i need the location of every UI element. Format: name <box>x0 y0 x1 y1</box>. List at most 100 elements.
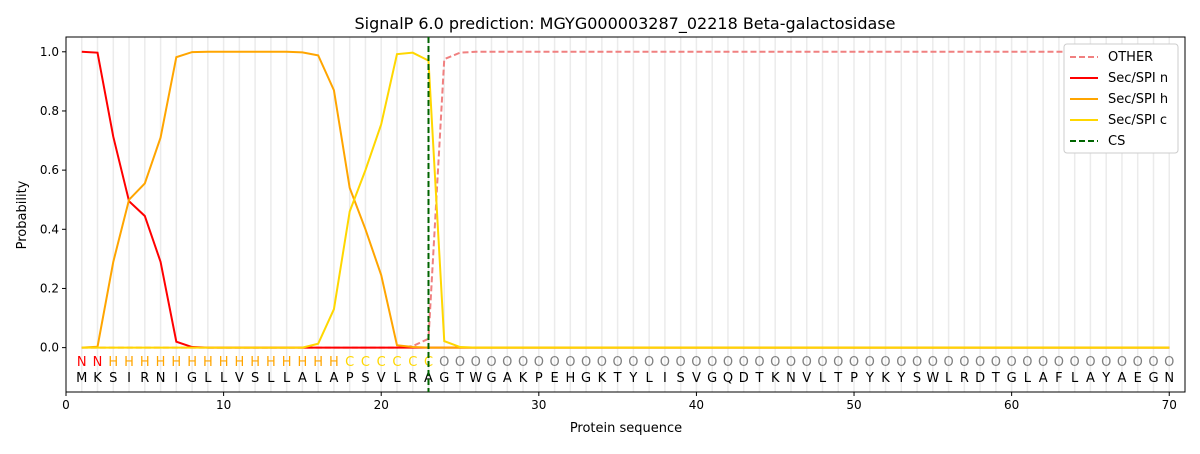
region-label: O <box>723 355 733 370</box>
region-label: H <box>282 355 292 370</box>
region-label: O <box>549 355 559 370</box>
chart-title: SignalP 6.0 prediction: MGYG000003287_02… <box>354 14 895 34</box>
region-label: H <box>234 355 244 370</box>
region-label: O <box>581 355 591 370</box>
region-label: H <box>313 355 323 370</box>
region-label: O <box>991 355 1001 370</box>
x-tick-label: 60 <box>1004 398 1019 412</box>
region-label: H <box>156 355 166 370</box>
legend-label: Sec/SPI n <box>1108 71 1168 86</box>
region-label: O <box>1070 355 1080 370</box>
x-tick-label: 0 <box>62 398 70 412</box>
region-label: O <box>865 355 875 370</box>
region-label: O <box>628 355 638 370</box>
region-label: O <box>754 355 764 370</box>
region-label: H <box>187 355 197 370</box>
series-line-sec-spi-h <box>81 50 1170 349</box>
region-label: O <box>786 355 796 370</box>
series-line-other <box>81 50 1170 349</box>
region-label: O <box>912 355 922 370</box>
region-label: O <box>644 355 654 370</box>
region-label: H <box>124 355 134 370</box>
y-tick-label: 0.2 <box>40 281 59 295</box>
region-label: H <box>250 355 260 370</box>
region-label: O <box>534 355 544 370</box>
region-label: O <box>1133 355 1143 370</box>
region-label: O <box>565 355 575 370</box>
region-label: H <box>140 355 150 370</box>
region-label: O <box>849 355 859 370</box>
legend-label: OTHER <box>1108 50 1153 65</box>
y-tick-label: 0.0 <box>40 341 59 355</box>
region-label: O <box>1022 355 1032 370</box>
region-label: O <box>1148 355 1158 370</box>
series-line-sec-spi-n <box>81 50 1170 349</box>
region-label: O <box>1038 355 1048 370</box>
region-label: O <box>613 355 623 370</box>
region-label: H <box>203 355 213 370</box>
region-label: O <box>896 355 906 370</box>
region-label: O <box>1117 355 1127 370</box>
region-label: O <box>1007 355 1017 370</box>
region-label: O <box>1085 355 1095 370</box>
region-label: O <box>943 355 953 370</box>
region-label: C <box>361 355 370 370</box>
y-tick-label: 0.8 <box>40 104 59 118</box>
region-label: O <box>455 355 465 370</box>
region-label: O <box>880 355 890 370</box>
region-label: O <box>707 355 717 370</box>
region-label: O <box>660 355 670 370</box>
region-label: O <box>975 355 985 370</box>
region-label: O <box>1054 355 1064 370</box>
x-tick-label: 10 <box>216 398 231 412</box>
x-tick-label: 20 <box>374 398 389 412</box>
legend-label: Sec/SPI c <box>1108 113 1167 128</box>
region-label: N <box>77 355 87 370</box>
region-label: O <box>770 355 780 370</box>
region-label: H <box>329 355 339 370</box>
region-label: O <box>739 355 749 370</box>
region-label: O <box>1101 355 1111 370</box>
region-label: O <box>597 355 607 370</box>
plot-frame <box>65 36 1186 393</box>
x-axis-label: Protein sequence <box>570 421 682 436</box>
region-label: O <box>676 355 686 370</box>
region-label: C <box>392 355 401 370</box>
region-label: O <box>439 355 449 370</box>
region-label: H <box>266 355 276 370</box>
y-tick-label: 0.6 <box>40 163 59 177</box>
region-label: O <box>486 355 496 370</box>
region-label: C <box>377 355 386 370</box>
region-label: H <box>171 355 181 370</box>
region-label: N <box>93 355 103 370</box>
protein-sequence: MKSIRNIGLLVSLLALAPSVLRAGTWGAKPEHGKTYLISV… <box>76 371 1174 386</box>
region-label: O <box>817 355 827 370</box>
region-label: O <box>691 355 701 370</box>
legend-label: CS <box>1108 134 1125 149</box>
region-label: O <box>471 355 481 370</box>
legend-label: Sec/SPI h <box>1108 92 1168 107</box>
legend-box <box>1063 43 1179 154</box>
x-tick-label: 40 <box>689 398 704 412</box>
region-label: C <box>345 355 354 370</box>
region-label: O <box>518 355 528 370</box>
x-tick-label: 70 <box>1162 398 1177 412</box>
region-label: H <box>298 355 308 370</box>
region-label: O <box>1164 355 1174 370</box>
y-tick-label: 0.4 <box>40 222 59 236</box>
region-label: C <box>408 355 417 370</box>
region-label: O <box>802 355 812 370</box>
x-tick-label: 50 <box>846 398 861 412</box>
region-label: H <box>108 355 118 370</box>
region-label: O <box>502 355 512 370</box>
series-line-sec-spi-c <box>81 51 1170 349</box>
y-tick-label: 1.0 <box>40 45 59 59</box>
y-axis-label: Probability <box>15 180 30 249</box>
region-label: H <box>219 355 229 370</box>
region-label: O <box>928 355 938 370</box>
region-label: O <box>833 355 843 370</box>
region-label: O <box>959 355 969 370</box>
x-tick-label: 30 <box>531 398 546 412</box>
